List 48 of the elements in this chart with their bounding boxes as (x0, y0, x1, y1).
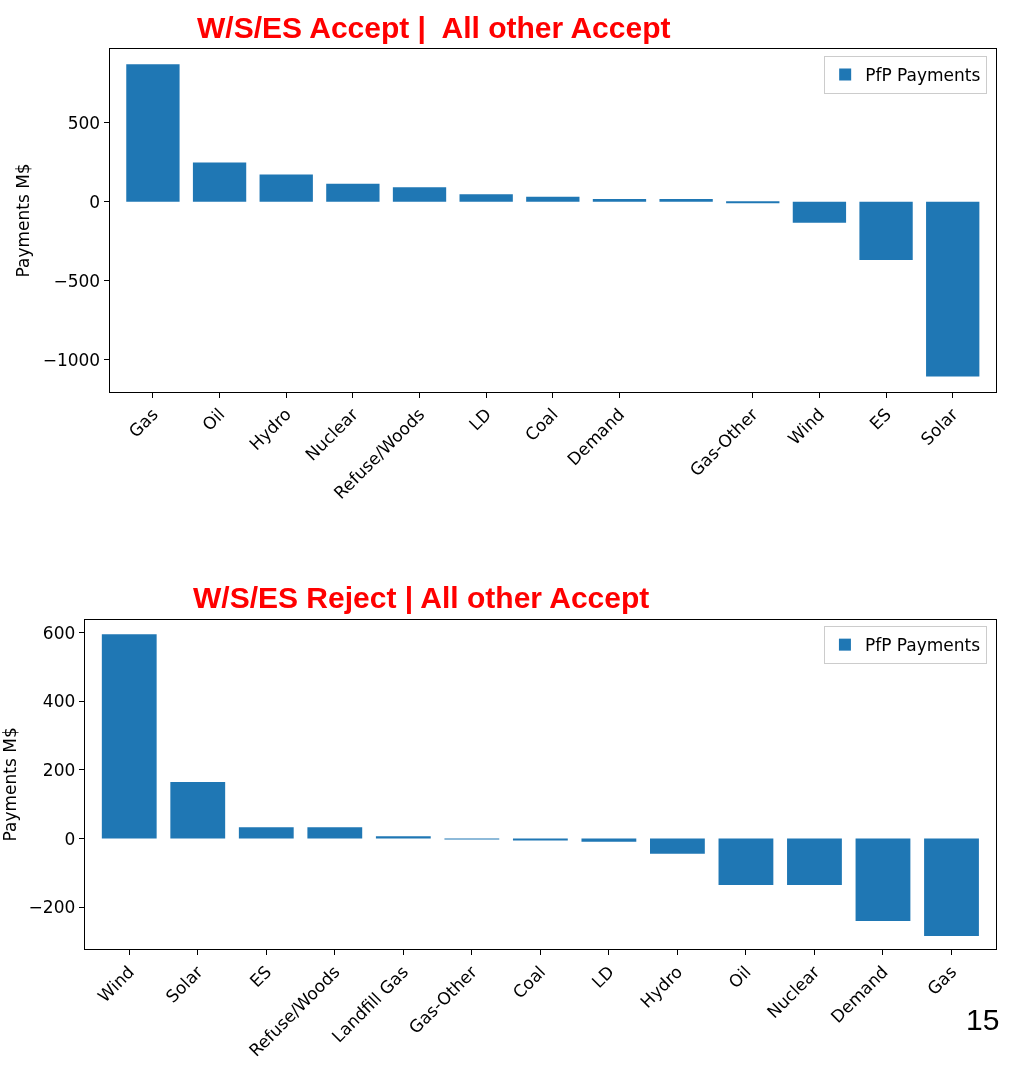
bar (459, 194, 513, 202)
x-tick-label: Gas (923, 961, 961, 999)
x-tick-label: Gas (124, 404, 162, 442)
bar (792, 201, 847, 223)
x-tick-label: LD (587, 961, 618, 992)
y-tick-label: −500 (53, 270, 101, 291)
legend-label: PfP Payments (864, 635, 981, 656)
bar (126, 64, 180, 202)
y-tick-label: 500 (67, 112, 101, 133)
bar (526, 196, 580, 202)
x-tick-label: ES (865, 404, 895, 434)
bar (259, 174, 313, 202)
bar (926, 201, 980, 377)
bar (718, 838, 774, 885)
bar (787, 838, 842, 885)
bar (392, 187, 447, 202)
bar (192, 162, 247, 202)
bar (859, 201, 913, 260)
bar (326, 183, 380, 202)
x-tick-label: LD (464, 404, 496, 435)
chart-title: W/S/ES Reject | All other Accept (193, 581, 650, 614)
y-tick-label: −200 (28, 897, 76, 918)
text: 15 (966, 1003, 1000, 1036)
y-tick-label: 600 (42, 622, 76, 643)
x-tick-label: Oil (724, 961, 755, 993)
y-tick-label: −1000 (42, 349, 101, 370)
bar (375, 836, 431, 839)
x-tick-label: Oil (198, 404, 229, 435)
bar (307, 827, 363, 839)
bar (581, 838, 637, 842)
y-tick-label: 0 (89, 191, 101, 212)
bar (101, 634, 157, 839)
y-axis-title: Payments M$ (0, 727, 20, 842)
bar (170, 781, 226, 839)
bar (855, 838, 911, 921)
legend-label: PfP Payments (865, 65, 981, 86)
bar (726, 201, 780, 204)
bar (650, 838, 705, 854)
bar (924, 838, 979, 937)
bar (238, 827, 294, 839)
y-tick-label: 400 (42, 691, 76, 712)
bar (512, 838, 568, 841)
y-axis-title: Payments M$ (13, 163, 34, 278)
bar (592, 199, 647, 202)
bar (659, 199, 713, 202)
y-tick-label: 200 (42, 759, 76, 780)
chart-title: W/S/ES Accept | All other Accept (197, 11, 671, 44)
y-tick-label: 0 (64, 828, 76, 849)
